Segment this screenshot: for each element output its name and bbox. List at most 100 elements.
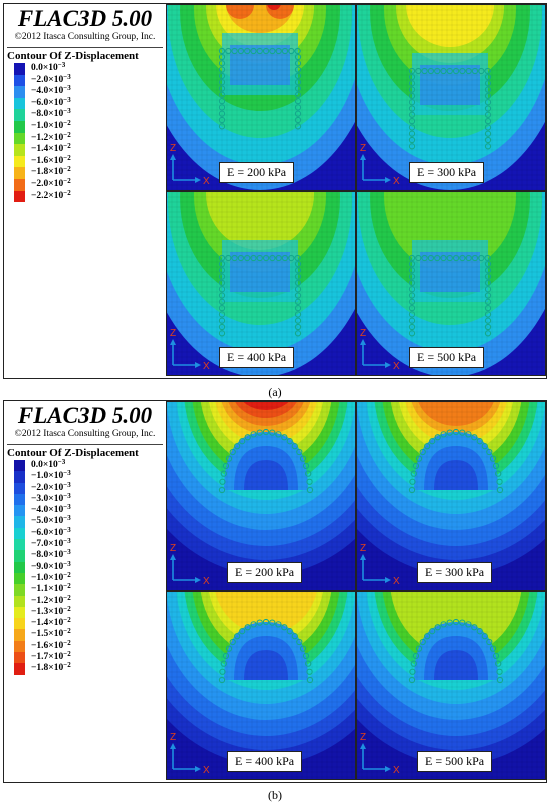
legend-entries: 0.0×10−3 −2.0×10−3 −4.0×10−3 −6.0×10−3 −8.0×… — [4, 62, 166, 203]
legend-entry: −1.6×10−2 — [4, 154, 166, 168]
legend-swatch — [14, 629, 25, 641]
legend-swatch — [14, 527, 25, 540]
legend-entry: −1.4×10−2 — [4, 142, 166, 156]
software-title: FLAC3D 5.00 — [17, 6, 153, 31]
legend-value: −1.2×10−2 — [31, 130, 71, 143]
legend-swatch — [14, 618, 25, 630]
legend-swatch — [14, 663, 25, 675]
legend-value: −2.0×10−2 — [31, 176, 71, 189]
legend-entry: −6.0×10−3 — [4, 96, 166, 110]
legend-entry: −2.2×10−2 — [4, 188, 166, 203]
displacement-contours — [167, 592, 355, 765]
legend-entry: −7.0×10−3 — [4, 537, 166, 551]
stiffness-label: E = 300 kPa — [409, 162, 485, 183]
figure-b-caption: (b) — [268, 788, 282, 802]
contour-plot: ZX — [357, 5, 545, 190]
legend-entry: −1.7×10−2 — [4, 651, 166, 664]
contour-title: Contour Of Z-Displacement — [7, 444, 163, 460]
pile-wall — [218, 428, 314, 494]
legend-entry: −1.1×10−2 — [4, 582, 166, 596]
legend-entry: −1.0×10−2 — [4, 571, 166, 585]
legend-entry: −3.0×10−3 — [4, 492, 166, 506]
legend-value: −1.0×10−2 — [31, 118, 71, 131]
z-axis-label: Z — [170, 143, 176, 154]
figure-a: FLAC3D 5.00 ©2012 Itasca Consulting Grou… — [3, 3, 547, 379]
legend-value: −1.8×10−2 — [31, 165, 71, 178]
legend-entry: −2.0×10−2 — [4, 176, 166, 191]
legend-swatch — [14, 167, 25, 179]
legend-swatch — [14, 550, 25, 562]
z-axis-label: Z — [170, 543, 176, 554]
z-axis-label: Z — [170, 732, 176, 743]
legend-swatch — [14, 505, 25, 517]
legend-value: −4.0×10−3 — [31, 84, 71, 97]
software-title: FLAC3D 5.00 — [17, 403, 153, 428]
legend-value: −1.6×10−2 — [31, 638, 71, 651]
mesh-grid — [357, 5, 545, 190]
axis-triad: ZX — [360, 732, 400, 776]
displacement-contours — [167, 402, 355, 575]
legend-swatch — [14, 86, 25, 98]
figure-a-caption: (a) — [268, 385, 282, 399]
legend-value: −1.1×10−2 — [31, 582, 71, 595]
legend-entry: −2.0×10−3 — [4, 72, 166, 87]
legend-value: −2.0×10−3 — [31, 72, 71, 85]
legend-value: −8.0×10−3 — [31, 107, 71, 120]
legend-swatch — [14, 595, 25, 607]
legend-panel: FLAC3D 5.00 ©2012 Itasca Consulting Grou… — [4, 401, 166, 782]
legend-entry: −9.0×10−3 — [4, 559, 166, 573]
axis-triad: ZX — [170, 328, 210, 372]
legend-swatch — [14, 640, 25, 653]
legend-swatch — [14, 561, 25, 573]
legend-swatch — [14, 584, 25, 596]
legend-entry: −2.0×10−3 — [4, 480, 166, 494]
software-copyright: ©2012 Itasca Consulting Group, Inc. — [14, 32, 156, 42]
stiffness-label: E = 300 kPa — [417, 562, 493, 583]
legend-swatch — [14, 120, 25, 133]
legend-entry: −1.0×10−2 — [4, 118, 166, 133]
legend-entry: −1.5×10−2 — [4, 628, 166, 641]
legend-entry: −1.2×10−2 — [4, 594, 166, 607]
legend-swatch — [14, 493, 25, 506]
x-axis-label: X — [203, 765, 210, 776]
legend-value: −2.0×10−3 — [31, 480, 71, 493]
legend-value: −1.4×10−2 — [31, 142, 71, 155]
mesh-grid — [167, 5, 355, 190]
legend-swatch — [14, 471, 25, 483]
legend-value: −7.0×10−3 — [31, 537, 71, 550]
stiffness-label: E = 200 kPa — [219, 162, 295, 183]
legend-swatch — [14, 572, 25, 585]
legend-swatch — [14, 606, 25, 619]
legend-entry: −1.3×10−2 — [4, 605, 166, 619]
displacement-contours — [357, 592, 545, 765]
legend-value: −9.0×10−3 — [31, 559, 71, 572]
stiffness-label: E = 200 kPa — [227, 562, 303, 583]
contour-plot: ZX — [357, 402, 545, 590]
stiffness-label: E = 400 kPa — [227, 751, 303, 772]
x-axis-label: X — [203, 361, 210, 372]
z-axis-label: Z — [170, 328, 176, 339]
pile-wall — [408, 618, 504, 684]
legend-entry: −1.2×10−2 — [4, 130, 166, 145]
axis-triad: ZX — [170, 543, 210, 587]
axis-triad: ZX — [170, 732, 210, 776]
legend-value: −5.0×10−3 — [31, 514, 71, 527]
legend-entry: 0.0×10−3 — [4, 62, 166, 75]
axis-triad: ZX — [360, 328, 400, 372]
legend-value: −2.2×10−2 — [31, 188, 71, 201]
mesh-grid — [167, 192, 355, 375]
pile-wall — [218, 47, 302, 130]
legend-entry: 0.0×10−3 — [4, 458, 166, 472]
legend-swatch — [14, 190, 25, 203]
legend-swatch — [14, 460, 25, 472]
axis-triad: ZX — [360, 143, 400, 187]
legend-swatch — [14, 132, 25, 145]
displacement-contours — [357, 402, 545, 575]
legend-value: 0.0×10−3 — [31, 458, 66, 471]
legend-entry: −8.0×10−3 — [4, 549, 166, 562]
pile-wall — [218, 618, 314, 684]
stiffness-label: E = 400 kPa — [219, 347, 295, 368]
